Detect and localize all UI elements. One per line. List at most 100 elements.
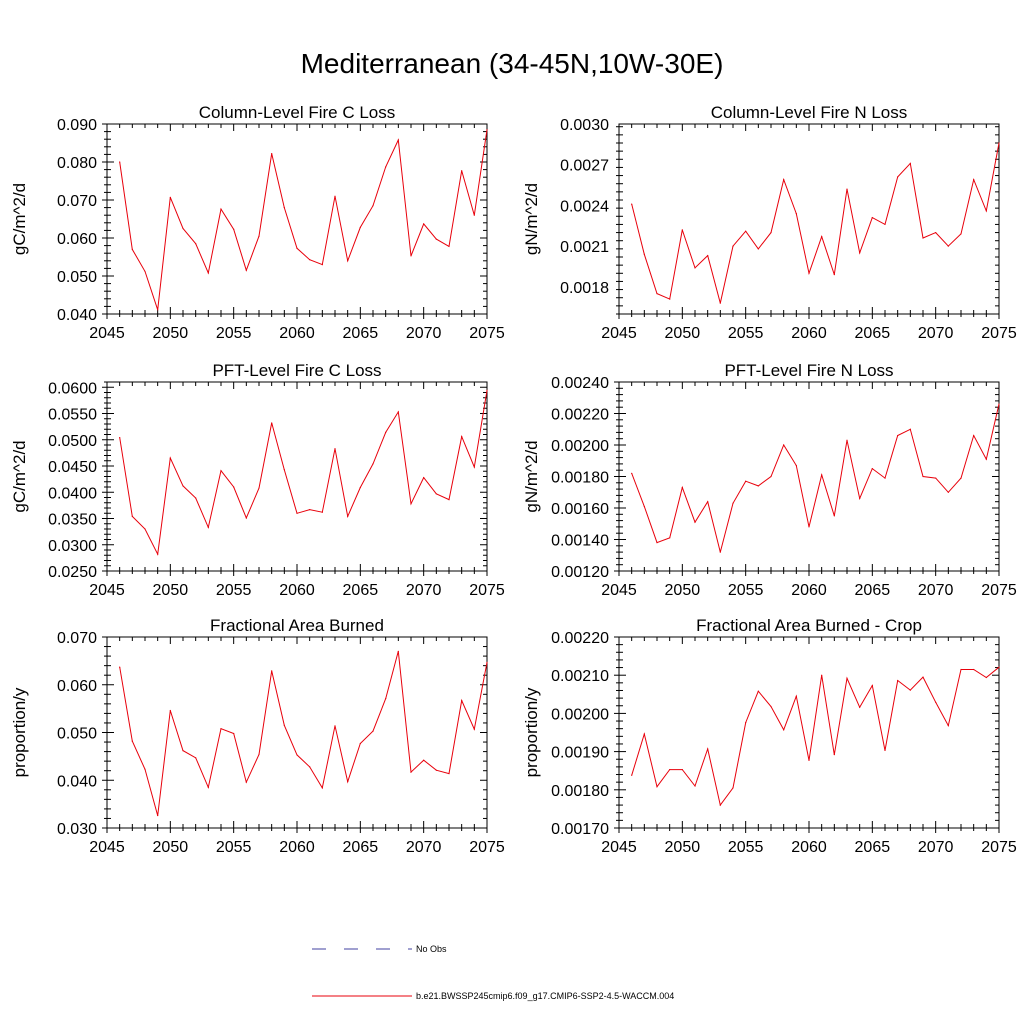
chart-panel-5: Fractional Area Burned proportion/y 2045 20… xyxy=(10,616,505,856)
data-point xyxy=(985,458,987,460)
data-point xyxy=(461,699,463,702)
x-tick-label: 2055 xyxy=(216,325,252,342)
data-point xyxy=(783,179,785,181)
data-point xyxy=(694,785,696,787)
data-point xyxy=(131,248,133,250)
y-axis-label: proportion/y xyxy=(522,687,541,777)
data-point xyxy=(656,542,658,544)
data-point xyxy=(410,771,412,773)
y-tick-label: 0.00160 xyxy=(551,501,609,518)
data-point xyxy=(770,231,772,234)
x-tick-label: 2045 xyxy=(601,582,637,599)
y-tick-label: 0.0400 xyxy=(48,485,97,502)
y-tick-label: 0.0300 xyxy=(48,538,97,555)
data-point xyxy=(947,491,949,493)
y-tick-label: 0.060 xyxy=(57,678,97,695)
series-line xyxy=(119,651,488,816)
x-tick-label: 2045 xyxy=(601,325,637,342)
data-point xyxy=(410,255,412,257)
data-point xyxy=(169,709,171,712)
x-tick-label: 2045 xyxy=(89,839,125,856)
x-tick-label: 2060 xyxy=(791,839,827,856)
data-point xyxy=(643,505,645,508)
y-tick-label: 0.00190 xyxy=(551,745,609,762)
data-point xyxy=(808,526,810,528)
data-point xyxy=(947,245,949,247)
data-point xyxy=(195,497,197,499)
series-line xyxy=(631,403,1000,553)
data-point xyxy=(732,245,734,247)
data-point xyxy=(770,705,772,708)
data-point xyxy=(707,501,709,503)
x-tick-label: 2070 xyxy=(918,582,954,599)
data-point xyxy=(745,230,747,232)
x-tick-label: 2050 xyxy=(665,839,701,856)
chart-panel-4: PFT-Level Fire N Loss gN/m^2/d 2045 2050 205… xyxy=(522,361,1017,599)
y-axis-label: gC/m^2/d xyxy=(10,183,29,255)
data-point xyxy=(283,207,285,209)
y-tick-label: 0.0450 xyxy=(48,459,97,476)
x-tick-label: 2050 xyxy=(153,839,189,856)
data-point xyxy=(681,768,683,771)
data-point xyxy=(631,472,633,474)
data-point xyxy=(372,463,374,465)
series-line xyxy=(631,666,1000,807)
data-point xyxy=(334,195,336,197)
x-tick-label: 2070 xyxy=(406,582,442,599)
data-point xyxy=(631,774,633,776)
data-point xyxy=(321,511,323,513)
x-tick-label: 2055 xyxy=(216,839,252,856)
data-point xyxy=(423,759,425,761)
data-point xyxy=(157,309,159,311)
x-tick-label: 2070 xyxy=(918,325,954,342)
data-point xyxy=(233,732,235,735)
x-tick-label: 2060 xyxy=(791,325,827,342)
y-tick-label: 0.040 xyxy=(57,773,97,790)
x-tick-label: 2075 xyxy=(981,325,1017,342)
data-point xyxy=(372,205,374,207)
data-point xyxy=(732,502,734,504)
data-point xyxy=(922,237,924,239)
data-point xyxy=(859,497,861,500)
data-point xyxy=(973,434,975,437)
x-tick-label: 2060 xyxy=(279,582,315,599)
data-point xyxy=(309,766,311,768)
data-point xyxy=(694,267,696,269)
data-point xyxy=(347,515,349,518)
y-tick-label: 0.070 xyxy=(57,193,97,210)
y-tick-label: 0.0021 xyxy=(560,239,609,256)
data-point xyxy=(871,217,873,219)
data-point xyxy=(385,697,387,700)
data-point xyxy=(643,733,645,735)
data-point xyxy=(694,521,696,523)
y-axis-label: proportion/y xyxy=(10,687,29,777)
data-point xyxy=(656,786,658,788)
data-point xyxy=(233,228,235,230)
data-point xyxy=(643,253,645,255)
data-point xyxy=(296,247,298,249)
y-tick-label: 0.00220 xyxy=(551,630,609,647)
data-point xyxy=(486,389,488,391)
data-point xyxy=(745,480,747,482)
data-point xyxy=(833,274,835,276)
y-axis-label: gC/m^2/d xyxy=(10,440,29,512)
data-point xyxy=(195,757,197,759)
data-point xyxy=(397,650,399,652)
data-point xyxy=(309,508,311,511)
data-point xyxy=(296,754,298,756)
data-point xyxy=(486,129,488,131)
data-point xyxy=(271,670,273,672)
x-tick-label: 2075 xyxy=(469,582,505,599)
data-point xyxy=(669,768,671,771)
data-point xyxy=(271,422,273,424)
chart-panel-3: PFT-Level Fire C Loss gC/m^2/d 2045 2050 205… xyxy=(10,361,505,599)
data-point xyxy=(359,226,361,228)
data-point xyxy=(385,166,387,168)
data-point xyxy=(732,787,734,789)
data-point xyxy=(423,223,425,225)
y-tick-label: 0.0027 xyxy=(560,158,609,175)
data-point xyxy=(207,526,209,529)
data-point xyxy=(846,677,848,679)
data-point xyxy=(808,272,810,274)
